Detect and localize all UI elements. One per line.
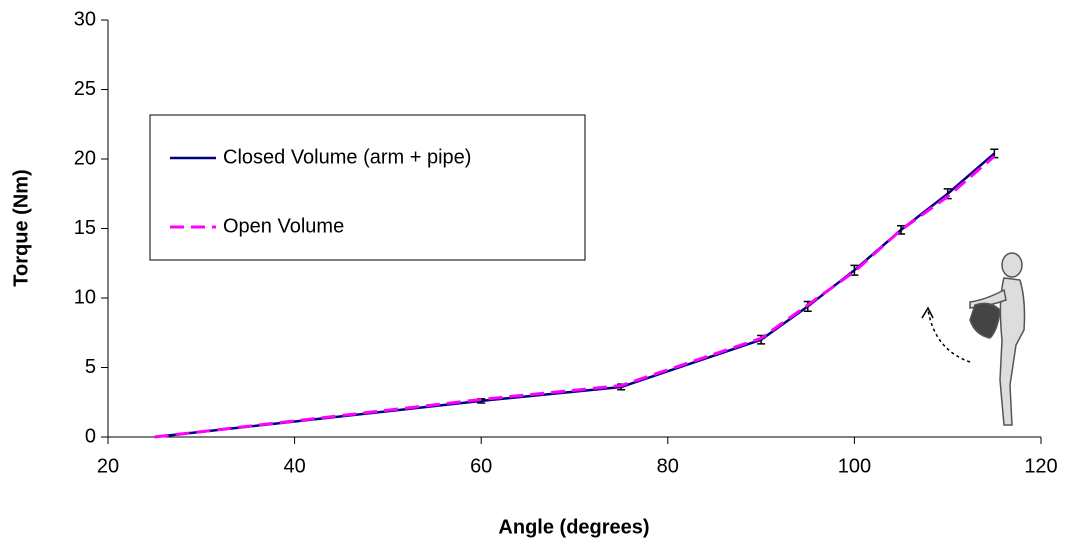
y-tick-label: 30 [74, 8, 96, 30]
legend-label: Open Volume [223, 215, 344, 237]
y-tick-label: 15 [74, 217, 96, 239]
legend-box [149, 114, 586, 261]
x-tick-label: 60 [470, 455, 492, 477]
y-tick-label: 10 [74, 286, 96, 308]
series-line [154, 155, 996, 439]
y-axis-title: Torque (Nm) [10, 169, 32, 286]
x-tick-label: 100 [838, 455, 871, 477]
legend-label: Closed Volume (arm + pipe) [223, 146, 471, 168]
x-tick-label: 80 [657, 455, 679, 477]
y-tick-label: 5 [85, 356, 96, 378]
x-tick-label: 40 [283, 455, 305, 477]
y-tick-label: 0 [85, 425, 96, 447]
x-tick-label: 20 [97, 455, 119, 477]
y-tick-label: 25 [74, 78, 96, 100]
y-tick-label: 20 [74, 147, 96, 169]
illustration [921, 252, 1026, 426]
x-axis-title: Angle (degrees) [498, 516, 649, 538]
x-tick-label: 120 [1024, 455, 1057, 477]
